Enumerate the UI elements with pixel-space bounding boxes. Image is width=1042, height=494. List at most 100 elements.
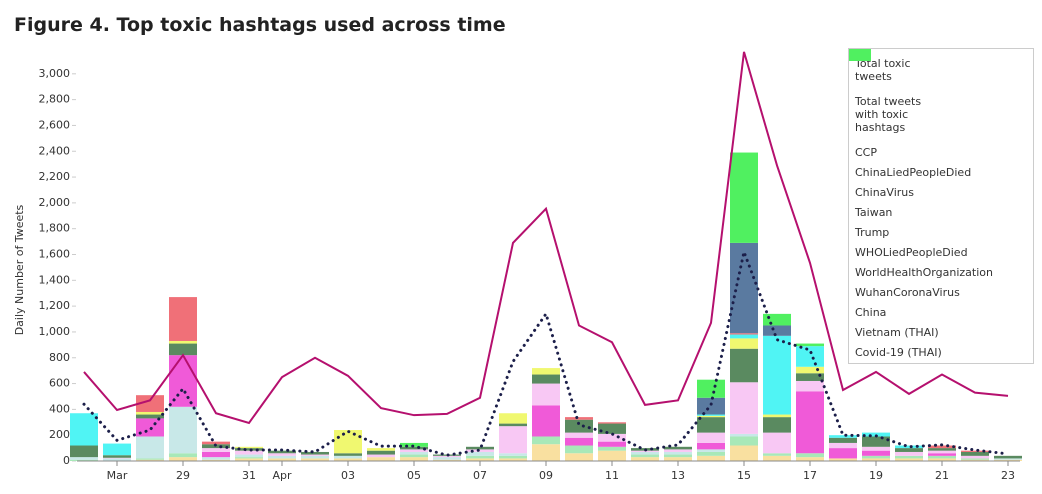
bar-segment — [334, 453, 362, 456]
bar-segment — [169, 343, 197, 356]
bar-segment — [169, 340, 197, 344]
bar-segment — [400, 451, 428, 455]
bar-segment — [730, 445, 758, 461]
bar-segment — [367, 457, 395, 461]
bar-segment — [235, 450, 263, 455]
bar-segment — [862, 450, 890, 456]
bar-segment — [994, 455, 1022, 459]
bar-segment — [730, 152, 758, 243]
bar-segment — [895, 458, 923, 461]
bar-segment — [268, 455, 296, 459]
bar-segment — [103, 443, 131, 456]
bar-segment — [268, 450, 296, 454]
bar-segment — [235, 458, 263, 461]
legend-label: Covid-19 (THAI) — [855, 346, 942, 359]
bar-segment — [862, 446, 890, 451]
x-tick-label: 15 — [737, 469, 751, 482]
legend-item: ChinaLiedPeopleDied — [849, 49, 1027, 179]
bar-segment — [631, 451, 659, 455]
bar-segment — [697, 414, 725, 416]
bar-segment — [697, 451, 725, 456]
bar-segment — [631, 450, 659, 452]
bar-segment — [70, 413, 98, 446]
bar-segment — [70, 459, 98, 461]
bar-segment — [367, 450, 395, 455]
bar-segment — [598, 446, 626, 451]
bar-segment — [202, 448, 230, 452]
y-tick-label: 1,200 — [39, 299, 71, 312]
bar-segment — [400, 449, 428, 452]
bar-segment — [697, 432, 725, 443]
bar-segment — [697, 379, 725, 398]
bar-segment — [895, 448, 923, 452]
bar-segment — [730, 348, 758, 383]
bar-segment — [136, 411, 164, 415]
legend-label: Trump — [855, 226, 890, 239]
bar-segment — [961, 451, 989, 456]
bar-segment — [136, 414, 164, 419]
bar-segment — [466, 458, 494, 461]
bar-segment — [301, 458, 329, 461]
x-tick-label: 17 — [803, 469, 817, 482]
bar-segment — [697, 442, 725, 450]
bar-segment — [994, 458, 1022, 460]
legend-label: ChinaLiedPeopleDied — [855, 166, 972, 179]
bar-segment — [928, 450, 956, 454]
bar-segment — [895, 451, 923, 456]
bar-segment — [499, 458, 527, 461]
bar-segment — [730, 382, 758, 434]
bar-segment — [433, 457, 461, 460]
bar-segment — [532, 444, 560, 461]
y-tick-label: 2,600 — [39, 118, 71, 131]
bar-segment — [367, 454, 395, 458]
legend-label: ChinaVirus — [855, 186, 914, 199]
legend-item: Total tweets with toxic hashtags — [849, 53, 1027, 134]
bar-segment — [169, 355, 197, 407]
bar-segment — [994, 459, 1022, 461]
bar-segment — [697, 397, 725, 415]
bar-segment — [499, 455, 527, 459]
legend: Total toxic tweets Total tweets with toxi… — [848, 48, 1034, 364]
bar-segment — [169, 406, 197, 454]
bar-segment — [301, 455, 329, 459]
bar-segment — [763, 325, 791, 336]
bar-segment — [664, 454, 692, 458]
bar-segment — [301, 454, 329, 456]
bar-segment — [598, 450, 626, 461]
bar-segment — [532, 374, 560, 384]
y-tick-label: 2,200 — [39, 170, 71, 183]
bar-segment — [70, 457, 98, 460]
bar-segment — [268, 458, 296, 461]
bar-segment — [202, 457, 230, 460]
legend-label: Taiwan — [855, 206, 893, 219]
legend-label: Total tweets with toxic hashtags — [855, 95, 922, 134]
bar-segment — [532, 368, 560, 375]
bar-segment — [598, 441, 626, 447]
bar-segment — [565, 417, 593, 420]
bar-segment — [466, 449, 494, 452]
bar-segment — [565, 437, 593, 446]
bar-segment — [334, 455, 362, 459]
x-tick-label: 29 — [176, 469, 190, 482]
bar-segment — [796, 453, 824, 458]
bar-segment — [928, 455, 956, 459]
x-tick-label: 23 — [1001, 469, 1015, 482]
bar-segment — [103, 458, 131, 461]
bar-segment — [961, 455, 989, 459]
bar-segment — [730, 333, 758, 335]
bar-segment — [103, 457, 131, 459]
y-tick-label: 1,800 — [39, 222, 71, 235]
bar-segment — [202, 441, 230, 445]
bar-segment — [169, 457, 197, 461]
bar-segment — [895, 455, 923, 459]
y-tick-label: 0 — [63, 454, 70, 467]
bar-segment — [763, 455, 791, 461]
legend-label: China — [855, 306, 887, 319]
x-tick-label: 31 — [242, 469, 256, 482]
y-tick-label: 1,400 — [39, 273, 71, 286]
bar-segment — [499, 423, 527, 427]
bar-segment — [433, 455, 461, 458]
legend-item: China — [849, 49, 1027, 319]
bar-segment — [928, 448, 956, 451]
bar-segment — [730, 436, 758, 446]
